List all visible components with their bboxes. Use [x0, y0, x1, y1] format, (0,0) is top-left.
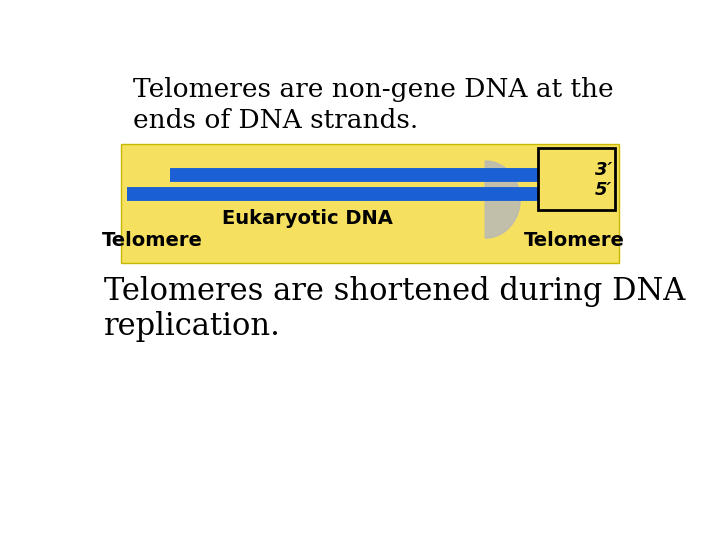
Polygon shape — [485, 161, 520, 238]
Text: Telomere: Telomere — [524, 231, 625, 250]
Text: Telomeres are non-gene DNA at the: Telomeres are non-gene DNA at the — [132, 77, 613, 102]
Text: Telomeres are shortened during DNA: Telomeres are shortened during DNA — [104, 276, 685, 307]
Text: 3′: 3′ — [595, 160, 612, 179]
Text: 5′: 5′ — [595, 180, 612, 199]
Text: Telomere: Telomere — [102, 231, 202, 250]
Text: Eukaryotic DNA: Eukaryotic DNA — [222, 210, 392, 228]
Bar — [538, 148, 616, 210]
Text: replication.: replication. — [104, 311, 281, 342]
Bar — [121, 144, 619, 264]
Text: ends of DNA strands.: ends of DNA strands. — [132, 108, 418, 133]
